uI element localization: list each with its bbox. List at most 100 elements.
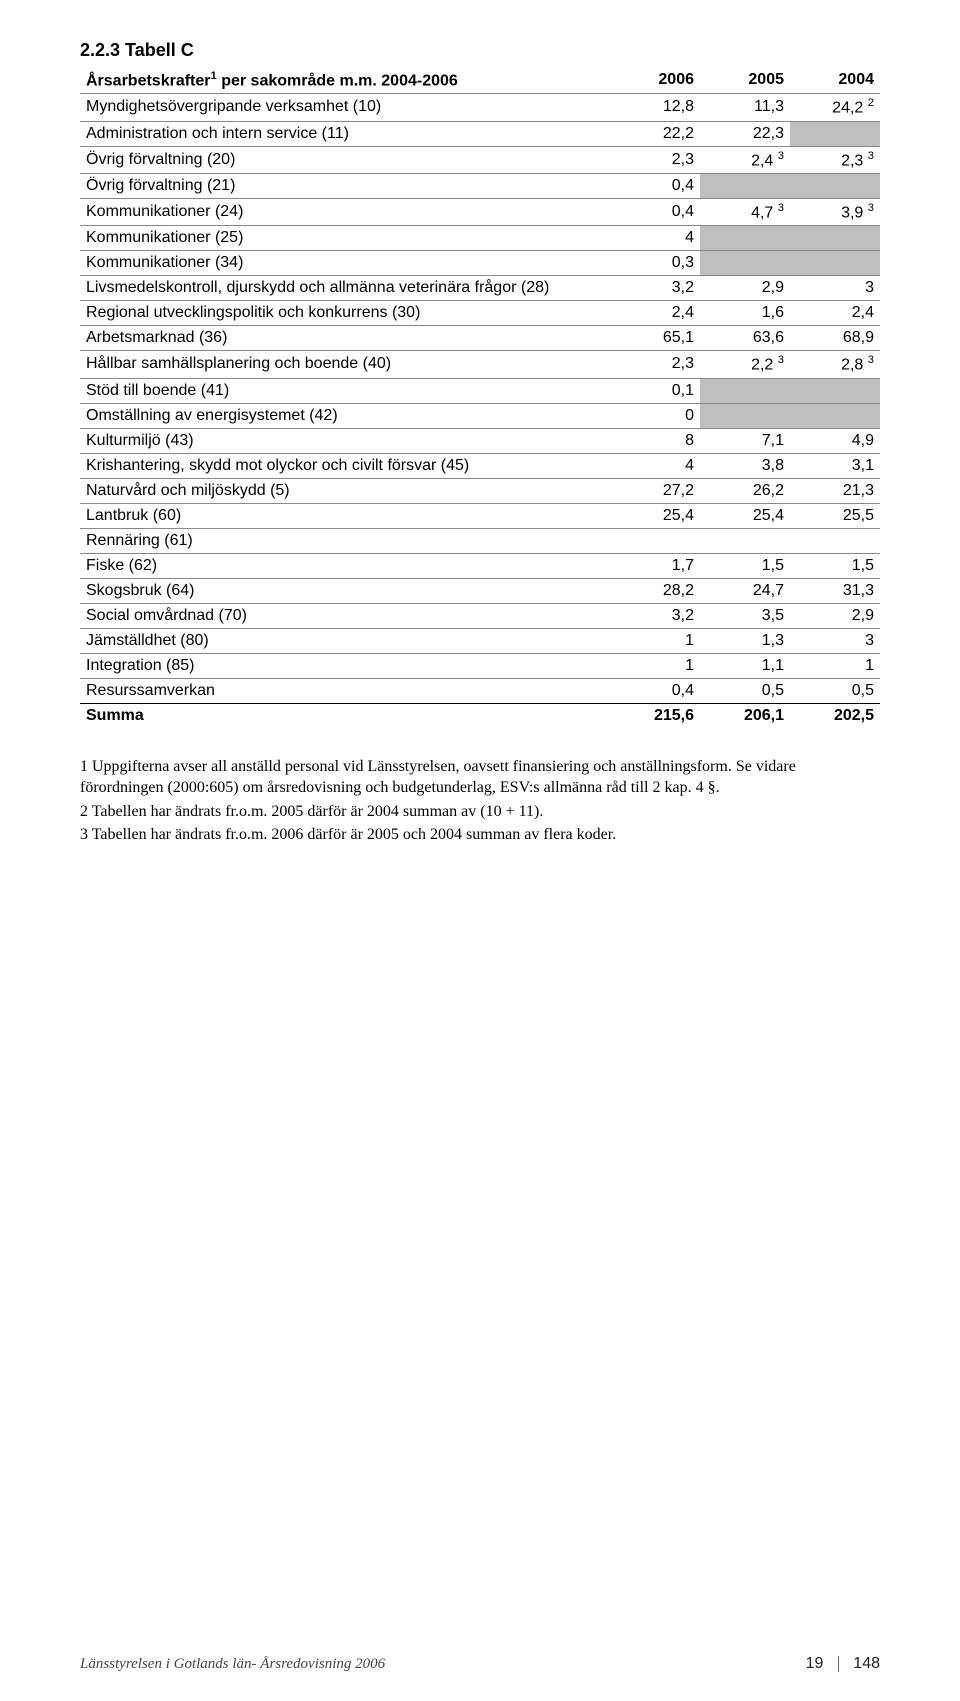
cell: 0,4: [610, 173, 700, 198]
cell: 0: [610, 403, 700, 428]
table-row: Integration (85)11,11: [80, 653, 880, 678]
table-row: Kommunikationer (24)0,44,7 33,9 3: [80, 198, 880, 225]
footnote: 1 Uppgifterna avser all anställd persona…: [80, 756, 880, 799]
cell: [790, 251, 880, 276]
table-row: Fiske (62)1,71,51,5: [80, 553, 880, 578]
cell: 1,7: [610, 553, 700, 578]
cell: 21,3: [790, 478, 880, 503]
cell: [700, 378, 790, 403]
cell: 0,4: [610, 198, 700, 225]
table-row: Livsmedelskontroll, djurskydd och allmän…: [80, 276, 880, 301]
cell: 4: [610, 453, 700, 478]
cell: 25,4: [610, 503, 700, 528]
cell: [790, 378, 880, 403]
cell: 63,6: [700, 326, 790, 351]
table-row: Administration och intern service (11)22…: [80, 121, 880, 146]
cell: 3,8: [700, 453, 790, 478]
row-label: Social omvårdnad (70): [80, 603, 610, 628]
row-label: Integration (85): [80, 653, 610, 678]
table-row: Omställning av energisystemet (42)0: [80, 403, 880, 428]
cell: 8: [610, 428, 700, 453]
cell: [610, 528, 700, 553]
row-label: Hållbar samhällsplanering och boende (40…: [80, 351, 610, 378]
row-label: Krishantering, skydd mot olyckor och civ…: [80, 453, 610, 478]
cell: [790, 121, 880, 146]
cell: 3,2: [610, 603, 700, 628]
page-footer: Länsstyrelsen i Gotlands län- Årsredovis…: [80, 1655, 880, 1673]
cell: 2,4 3: [700, 146, 790, 173]
cell: 3,5: [700, 603, 790, 628]
table-row: Övrig förvaltning (20)2,32,4 32,3 3: [80, 146, 880, 173]
cell: 1: [790, 653, 880, 678]
table-row: Resurssamverkan0,40,50,5: [80, 678, 880, 703]
cell: [700, 403, 790, 428]
cell: [790, 173, 880, 198]
cell: [700, 528, 790, 553]
footer-sep: [838, 1656, 839, 1672]
cell: 2,8 3: [790, 351, 880, 378]
col-2006: 2006: [610, 67, 700, 94]
cell: 65,1: [610, 326, 700, 351]
row-label: Kommunikationer (34): [80, 251, 610, 276]
table-row: Social omvårdnad (70)3,23,52,9: [80, 603, 880, 628]
sum-row: Summa215,6206,1202,5: [80, 703, 880, 728]
row-label: Övrig förvaltning (20): [80, 146, 610, 173]
table-row: Jämställdhet (80)11,33: [80, 628, 880, 653]
cell: 25,5: [790, 503, 880, 528]
cell: 1,3: [700, 628, 790, 653]
row-label: Kommunikationer (24): [80, 198, 610, 225]
sum-label: Summa: [80, 703, 610, 728]
table-row: Stöd till boende (41)0,1: [80, 378, 880, 403]
cell: 28,2: [610, 578, 700, 603]
table-row: Myndighetsövergripande verksamhet (10)12…: [80, 94, 880, 121]
table-row: Krishantering, skydd mot olyckor och civ…: [80, 453, 880, 478]
cell: 2,3: [610, 351, 700, 378]
row-label: Kommunikationer (25): [80, 226, 610, 251]
cell: 22,2: [610, 121, 700, 146]
row-label: Omställning av energisystemet (42): [80, 403, 610, 428]
cell: 2,2 3: [700, 351, 790, 378]
row-label: Regional utvecklingspolitik och konkurre…: [80, 301, 610, 326]
row-label: Naturvård och miljöskydd (5): [80, 478, 610, 503]
sum-cell: 206,1: [700, 703, 790, 728]
cell: 1: [610, 653, 700, 678]
cell: [790, 403, 880, 428]
cell: [700, 226, 790, 251]
row-label: Jämställdhet (80): [80, 628, 610, 653]
table-row: Lantbruk (60)25,425,425,5: [80, 503, 880, 528]
cell: [790, 226, 880, 251]
cell: [790, 528, 880, 553]
table-row: Regional utvecklingspolitik och konkurre…: [80, 301, 880, 326]
row-label: Resurssamverkan: [80, 678, 610, 703]
footnote: 2 Tabellen har ändrats fr.o.m. 2005 därf…: [80, 801, 880, 823]
table-row: Rennäring (61): [80, 528, 880, 553]
table-row: Kulturmiljö (43)87,14,9: [80, 428, 880, 453]
table-row: Naturvård och miljöskydd (5)27,226,221,3: [80, 478, 880, 503]
row-label: Övrig förvaltning (21): [80, 173, 610, 198]
row-label: Fiske (62): [80, 553, 610, 578]
row-label: Rennäring (61): [80, 528, 610, 553]
cell: 3,9 3: [790, 198, 880, 225]
table-row: Hållbar samhällsplanering och boende (40…: [80, 351, 880, 378]
col-2005: 2005: [700, 67, 790, 94]
cell: 0,1: [610, 378, 700, 403]
row-label: Livsmedelskontroll, djurskydd och allmän…: [80, 276, 610, 301]
cell: 25,4: [700, 503, 790, 528]
row-label: Kulturmiljö (43): [80, 428, 610, 453]
cell: 4: [610, 226, 700, 251]
row-label: Stöd till boende (41): [80, 378, 610, 403]
cell: 0,5: [700, 678, 790, 703]
sum-cell: 215,6: [610, 703, 700, 728]
cell: 31,3: [790, 578, 880, 603]
row-label: Lantbruk (60): [80, 503, 610, 528]
row-label: Myndighetsövergripande verksamhet (10): [80, 94, 610, 121]
cell: 1,5: [700, 553, 790, 578]
cell: 24,2 2: [790, 94, 880, 121]
footnotes: 1 Uppgifterna avser all anställd persona…: [80, 756, 880, 846]
cell: 7,1: [700, 428, 790, 453]
table-row: Kommunikationer (34)0,3: [80, 251, 880, 276]
cell: 3: [790, 628, 880, 653]
cell: 2,4: [610, 301, 700, 326]
cell: 1,1: [700, 653, 790, 678]
row-label: Skogsbruk (64): [80, 578, 610, 603]
